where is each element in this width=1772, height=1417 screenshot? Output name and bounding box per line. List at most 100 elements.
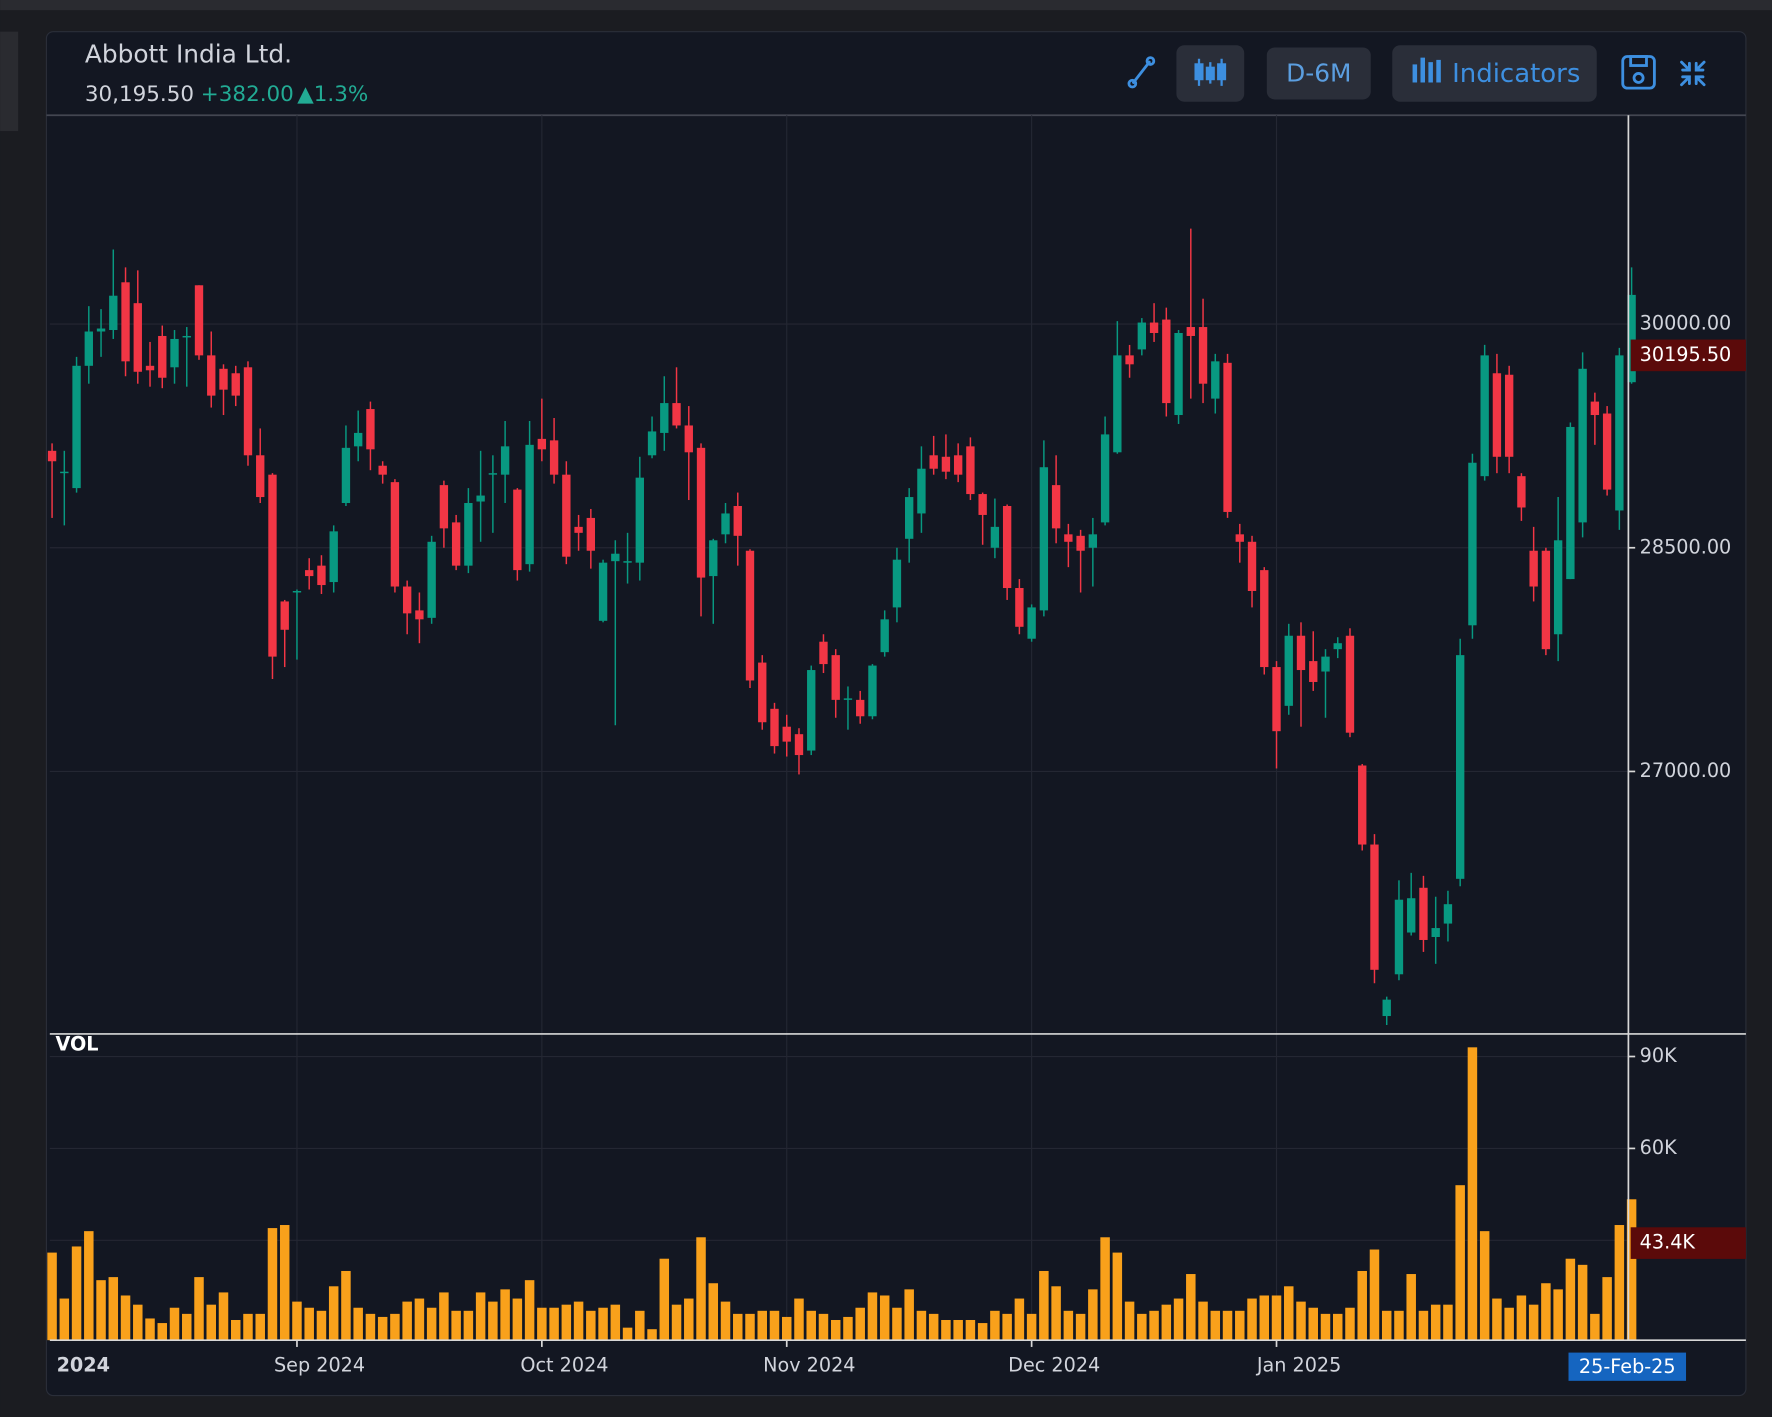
x-tick-label: 25-Feb-25 — [1579, 1355, 1676, 1378]
volume-bar — [977, 1323, 988, 1341]
candle-body — [488, 473, 498, 475]
volume-bar — [463, 1310, 474, 1341]
candle-body — [243, 367, 253, 456]
candle-body — [819, 641, 828, 665]
volume-bar — [1051, 1286, 1061, 1341]
candle-body — [1260, 570, 1269, 668]
candle-body — [219, 368, 228, 390]
candle-body — [1345, 635, 1355, 733]
change: +382.00 — [201, 82, 294, 107]
volume-bar — [1528, 1304, 1539, 1341]
candle-body — [1076, 535, 1085, 551]
draw-tool[interactable] — [1127, 56, 1156, 89]
candle-body — [611, 553, 620, 562]
candle-body — [109, 295, 118, 331]
volume-bar — [928, 1313, 939, 1341]
volume-bar — [1614, 1225, 1625, 1341]
volume-bar — [733, 1313, 743, 1341]
interval-button[interactable]: D-6M — [1266, 47, 1371, 100]
last-volume-label: 43.4K — [1640, 1231, 1696, 1254]
icon-bar — [1420, 57, 1426, 83]
volume-bar — [830, 1319, 841, 1341]
candle-body — [1480, 355, 1489, 477]
volume-bar — [500, 1289, 510, 1341]
candle-body — [758, 662, 767, 723]
save-button[interactable] — [1621, 55, 1656, 90]
volume-bar — [1381, 1310, 1392, 1341]
interval-label: D-6M — [1286, 59, 1351, 88]
chart-type-button[interactable] — [1176, 45, 1245, 102]
icon-bar — [1412, 64, 1418, 83]
candle-body — [1370, 844, 1379, 970]
icon-body — [1217, 63, 1227, 81]
candle-body — [537, 438, 547, 450]
indicators-button[interactable]: Indicators — [1392, 45, 1597, 102]
collapse-button[interactable] — [1680, 60, 1706, 87]
candle-body — [464, 503, 473, 566]
candle-body — [1064, 534, 1073, 542]
candle-body — [917, 468, 926, 514]
volume-bar — [377, 1316, 388, 1341]
volume-bar — [1553, 1289, 1563, 1341]
volume-bar — [169, 1307, 180, 1341]
volume-bar — [304, 1307, 314, 1341]
volume-bar — [1124, 1301, 1135, 1341]
x-tick-label: Dec 2024 — [1008, 1354, 1100, 1377]
volume-bar — [1296, 1301, 1306, 1341]
candle-body — [1186, 327, 1195, 336]
volume-bar — [1332, 1313, 1343, 1341]
candle-body — [1039, 467, 1049, 611]
volume-bar — [684, 1298, 694, 1341]
candle-body — [978, 494, 987, 515]
candle-body — [794, 734, 804, 756]
volume-bar — [1455, 1185, 1465, 1341]
change-pct: ▲1.3% — [297, 82, 368, 107]
candle-body — [1113, 355, 1122, 453]
candle-body — [831, 655, 840, 700]
volume-bar — [879, 1295, 890, 1341]
volume-bar — [488, 1301, 498, 1341]
volume-bar — [941, 1319, 951, 1341]
volume-bar — [316, 1310, 327, 1341]
candle-body — [1211, 361, 1220, 399]
candle-body — [1088, 534, 1098, 548]
pen-dot — [1145, 56, 1156, 66]
candle-body — [402, 586, 412, 614]
candle-body — [378, 465, 387, 475]
volume-bar — [292, 1301, 302, 1341]
candle-body — [292, 591, 302, 593]
volume-bar — [1259, 1295, 1270, 1341]
volume-bar — [1039, 1270, 1049, 1341]
candle-body — [1627, 294, 1636, 383]
candle-body — [709, 540, 718, 577]
candle-body — [1162, 319, 1171, 404]
volume-bar — [1369, 1249, 1380, 1341]
volume-bar — [365, 1313, 376, 1341]
volume-bar — [1565, 1258, 1576, 1341]
x-tick-label: Nov 2024 — [763, 1354, 855, 1377]
volume-bar — [1479, 1231, 1490, 1341]
chart-panel — [45, 31, 1747, 1397]
y-tick-label: 60K — [1640, 1136, 1677, 1159]
volume-bar — [1394, 1310, 1404, 1341]
volume-bar — [586, 1310, 596, 1341]
volume-bar — [1235, 1310, 1245, 1341]
candle-body — [562, 474, 571, 557]
candle-body — [745, 550, 755, 681]
candle-body — [953, 455, 963, 475]
volume-bar — [1112, 1252, 1123, 1341]
plot-area: 27000.0028500.0030000.0030K60K90K2024Sep… — [47, 115, 1746, 1381]
candle-body — [1602, 413, 1612, 490]
volume-bar — [647, 1329, 657, 1341]
save-dot — [1632, 72, 1645, 84]
volume-bar — [561, 1304, 572, 1341]
candle-body — [1174, 332, 1183, 416]
volume-bar — [108, 1277, 119, 1341]
candle-body — [696, 447, 706, 578]
price: 30,195.50 — [85, 82, 194, 107]
volume-bar — [1320, 1313, 1331, 1341]
last-volume-box — [1630, 1227, 1746, 1259]
candle-body — [1456, 655, 1465, 879]
candle-body — [60, 471, 69, 474]
